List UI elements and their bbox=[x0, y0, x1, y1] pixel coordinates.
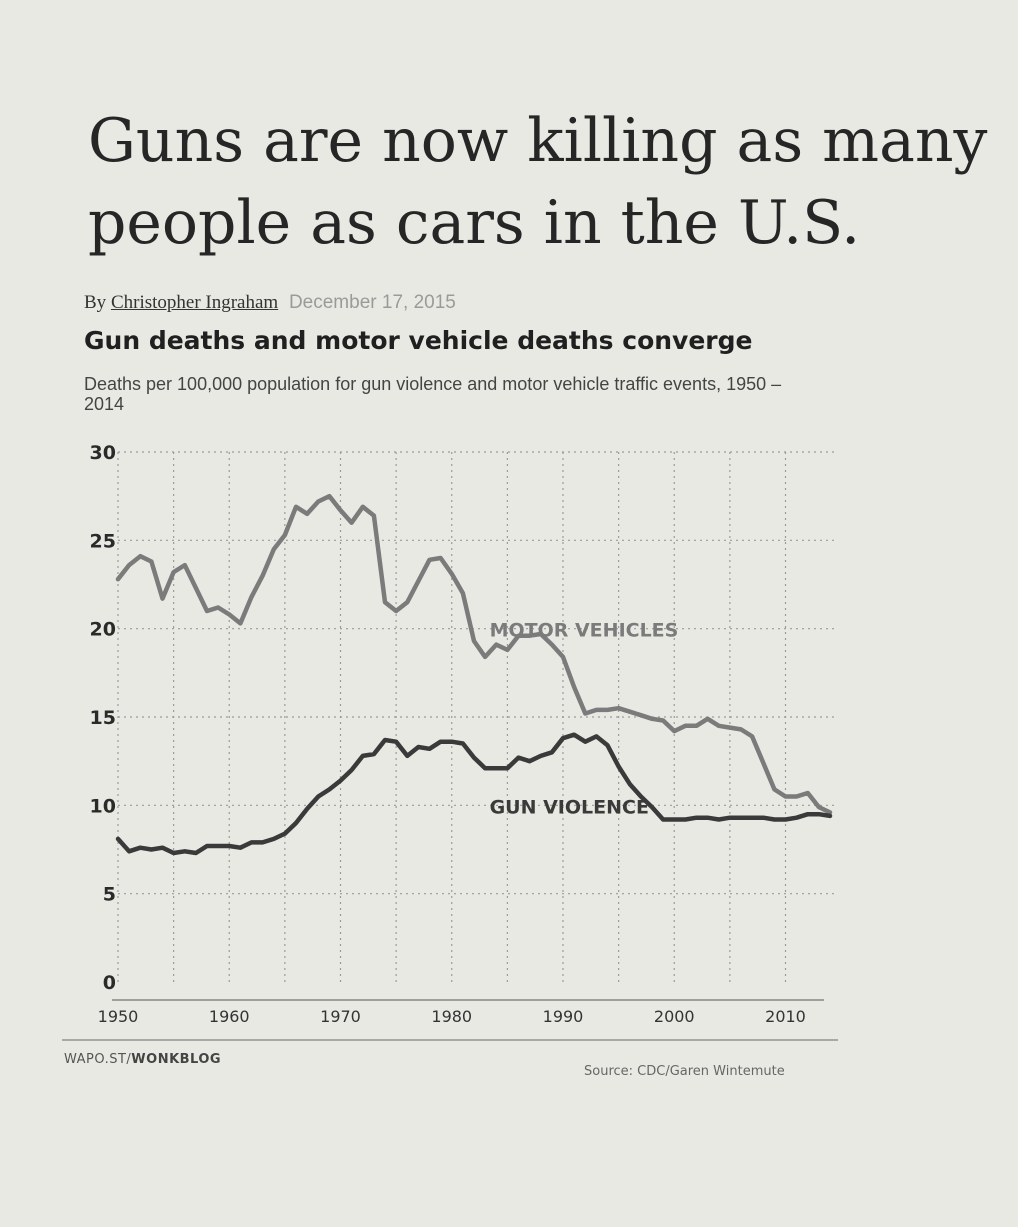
x-tick-label: 1960 bbox=[209, 1007, 250, 1026]
x-tick-label: 1970 bbox=[320, 1007, 361, 1026]
byline: By Christopher Ingraham December 17, 201… bbox=[84, 292, 456, 314]
source-note: Source: CDC/Garen Wintemute bbox=[584, 1064, 785, 1079]
y-tick-label: 5 bbox=[103, 884, 116, 906]
motor-vehicles-label: MOTOR VEHICLES bbox=[490, 620, 679, 642]
headline: Guns are now killing as many people as c… bbox=[88, 106, 988, 258]
x-tick-label: 2010 bbox=[765, 1007, 806, 1026]
x-tick-label: 1990 bbox=[543, 1007, 584, 1026]
y-tick-label: 30 bbox=[90, 442, 116, 464]
footer-prefix: WAPO.ST/ bbox=[64, 1052, 132, 1067]
series-lines bbox=[115, 493, 833, 856]
x-tick-label: 2000 bbox=[654, 1007, 695, 1026]
x-tick-label: 1980 bbox=[431, 1007, 472, 1026]
publish-date: December 17, 2015 bbox=[288, 292, 456, 313]
chart-title: Gun deaths and motor vehicle deaths conv… bbox=[84, 326, 753, 355]
y-tick-label: 20 bbox=[90, 619, 116, 641]
gun-violence-label: GUN VIOLENCE bbox=[490, 796, 649, 818]
x-tick-label: 1950 bbox=[98, 1007, 139, 1026]
grid bbox=[117, 451, 834, 982]
wonkblog-link[interactable]: WAPO.ST/WONKBLOG bbox=[64, 1052, 221, 1067]
y-tick-label: 0 bbox=[103, 972, 116, 994]
axes: 0 5 10 15 20 25 30 1950 1960 1970 1980 1990 2000 2010 bbox=[62, 442, 838, 1041]
motor-vehicles-line bbox=[115, 493, 833, 815]
footer-brand: WONKBLOG bbox=[131, 1052, 222, 1067]
y-tick-label: 10 bbox=[90, 795, 116, 817]
chart-subtitle: Deaths per 100,000 population for gun vi… bbox=[84, 374, 782, 414]
y-tick-label: 15 bbox=[90, 707, 116, 729]
y-tick-label: 25 bbox=[90, 530, 116, 552]
gun-violence-line bbox=[115, 732, 833, 856]
byline-prefix: By bbox=[84, 292, 107, 313]
series-labels: MOTOR VEHICLES GUN VIOLENCE bbox=[490, 620, 679, 819]
author-link[interactable]: Christopher Ingraham bbox=[110, 292, 279, 313]
